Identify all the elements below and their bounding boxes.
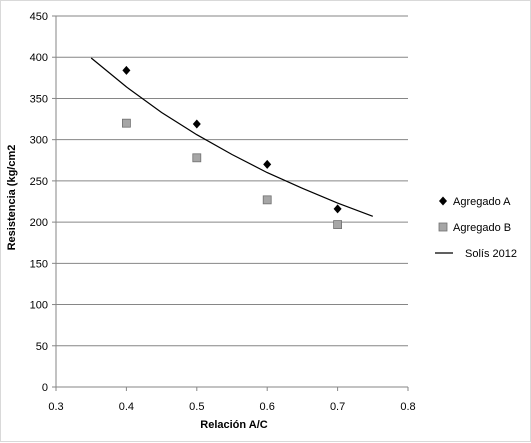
point-agregado-a-3 [333,204,342,214]
y-tick-label-50: 50 [36,341,48,353]
point-agregado-a-0 [122,65,131,75]
legend-label-sol-s-2012: Solís 2012 [465,248,517,260]
y-tick-label-200: 200 [30,217,48,229]
x-tick-label-0.3: 0.3 [48,401,63,413]
legend-label-agregado-a: Agregado A [453,196,511,208]
y-tick-label-0: 0 [42,382,48,394]
legend-marker-agregado-a [439,196,447,206]
series-line-sol-s-2012 [90,57,374,217]
y-tick-label-450: 450 [30,11,48,23]
y-tick-label-150: 150 [30,258,48,270]
point-agregado-b-2 [262,195,272,205]
y-tick-label-100: 100 [30,300,48,312]
point-agregado-b-0 [122,118,131,128]
legend-marker-agregado-b [438,222,448,232]
x-tick-label-0.6: 0.6 [260,401,275,413]
legend-label-agregado-b: Agregado B [453,222,511,234]
y-tick-label-250: 250 [30,176,48,188]
x-tick-label-0.5: 0.5 [189,401,204,413]
x-axis-title: Relación A/C [200,419,267,431]
x-tick-label-0.8: 0.8 [400,401,415,413]
y-tick-label-300: 300 [30,135,48,147]
y-tick-label-400: 400 [30,52,48,64]
point-agregado-a-1 [192,119,201,129]
y-axis-title: Resistencia (kg/cm2 [6,145,18,251]
x-tick-label-0.4: 0.4 [119,401,134,413]
point-agregado-a-2 [263,159,272,169]
x-tick-label-0.7: 0.7 [330,401,345,413]
y-tick-label-350: 350 [30,93,48,105]
point-agregado-b-1 [192,153,202,163]
point-agregado-b-3 [333,220,343,229]
